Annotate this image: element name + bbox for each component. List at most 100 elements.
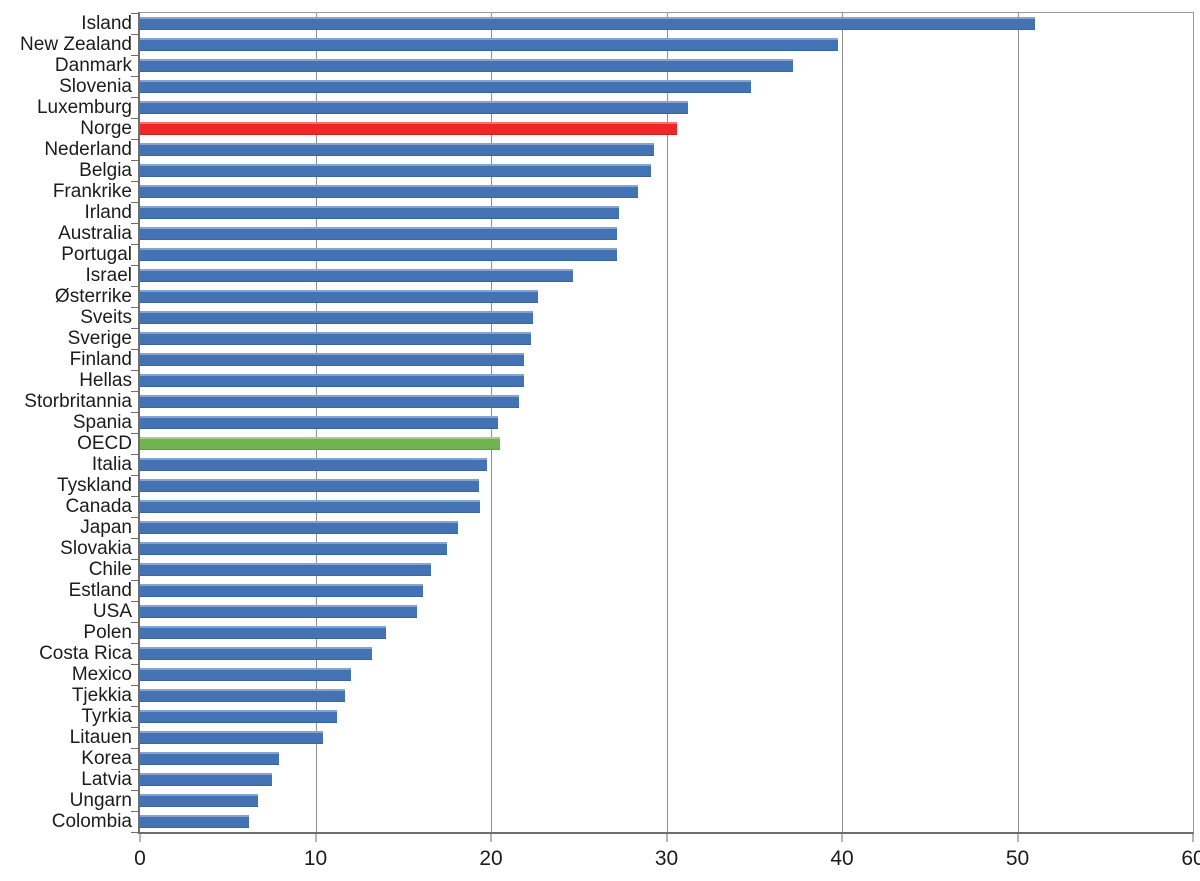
gridline-x-50 xyxy=(1017,13,1019,832)
bar-belgia xyxy=(140,164,651,177)
x-axis-tick-10 xyxy=(315,834,316,842)
x-label-10: 10 xyxy=(303,847,328,870)
y-axis-tick xyxy=(131,517,139,518)
bar-estland xyxy=(140,584,423,597)
y-label-sverige: Sverige xyxy=(67,328,132,349)
bar-italia xyxy=(140,458,488,471)
y-label-mexico: Mexico xyxy=(71,664,132,685)
y-axis-tick xyxy=(131,790,139,791)
y-label-polen: Polen xyxy=(83,622,132,643)
y-axis-tick xyxy=(131,643,139,644)
bar-canada xyxy=(140,500,481,513)
bar-norge xyxy=(140,122,678,135)
x-axis-tick-40 xyxy=(841,834,843,842)
y-axis-tick xyxy=(131,727,139,728)
x-label-20: 20 xyxy=(479,847,503,870)
bar-nederland xyxy=(140,143,655,156)
y-axis-tick xyxy=(131,349,139,350)
x-label-40: 40 xyxy=(830,847,854,870)
bar-costa-rica xyxy=(140,647,372,660)
bar-usa xyxy=(140,605,418,618)
y-axis-tick xyxy=(131,265,139,266)
y-label--sterrike: Østerrike xyxy=(54,286,132,307)
y-label-colombia: Colombia xyxy=(51,811,132,832)
y-axis-tick xyxy=(131,685,139,686)
bar-chile xyxy=(140,563,432,576)
bar-oecd xyxy=(140,437,500,450)
y-axis-tick xyxy=(131,748,139,749)
y-axis-tick xyxy=(131,706,139,707)
y-label-norge: Norge xyxy=(80,118,132,139)
bar-israel xyxy=(140,269,574,282)
y-label-latvia: Latvia xyxy=(81,769,132,790)
y-axis-tick xyxy=(131,139,139,140)
bar-ungarn xyxy=(140,794,258,807)
y-axis-tick xyxy=(131,118,139,119)
bar-mexico xyxy=(140,668,351,681)
gridline-x-30 xyxy=(666,13,668,832)
y-label-sveits: Sveits xyxy=(80,307,132,328)
y-label-japan: Japan xyxy=(80,517,132,538)
y-axis-tick xyxy=(131,13,139,14)
y-label-nederland: Nederland xyxy=(44,139,132,160)
x-label-60: 60 xyxy=(1181,847,1200,870)
y-axis-tick xyxy=(131,811,139,812)
plot-area xyxy=(131,12,1194,842)
y-axis-tick xyxy=(131,34,139,35)
y-label-italia: Italia xyxy=(91,454,132,475)
y-label-slovakia: Slovakia xyxy=(60,538,132,559)
y-axis-tick xyxy=(131,601,139,602)
y-axis-tick xyxy=(131,559,139,560)
bar-danmark xyxy=(140,59,793,72)
y-label-chile: Chile xyxy=(88,559,132,580)
x-label-50: 50 xyxy=(1005,847,1030,870)
y-axis-tick xyxy=(131,580,139,581)
bar-luxemburg xyxy=(140,101,688,114)
bar-island xyxy=(140,17,1036,30)
y-label-frankrike: Frankrike xyxy=(52,181,132,202)
y-label-oecd: OECD xyxy=(77,433,132,454)
x-axis-tick-30 xyxy=(666,834,667,842)
y-label-estland: Estland xyxy=(68,580,132,601)
y-label-finland: Finland xyxy=(69,349,132,370)
y-label-danmark: Danmark xyxy=(54,55,132,76)
x-axis-tick-20 xyxy=(490,834,492,842)
bar-japan xyxy=(140,521,458,534)
bar-sverige xyxy=(140,332,532,345)
y-axis-tick xyxy=(131,286,139,287)
y-axis-tick xyxy=(131,307,139,308)
bar-tjekkia xyxy=(140,689,346,702)
y-axis-tick xyxy=(131,202,139,203)
x-label-30: 30 xyxy=(654,847,679,870)
y-label-korea: Korea xyxy=(81,748,132,769)
bar-storbritannia xyxy=(140,395,520,408)
bar-spania xyxy=(140,416,499,429)
y-axis-tick xyxy=(131,391,139,392)
gridline-x-40 xyxy=(842,13,843,832)
y-label-spania: Spania xyxy=(72,412,132,433)
y-label-tyskland: Tyskland xyxy=(57,475,132,496)
y-axis-tick xyxy=(131,244,139,245)
bar-finland xyxy=(140,353,525,366)
bar-polen xyxy=(140,626,386,639)
bar-sveits xyxy=(140,311,534,324)
y-label-irland: Irland xyxy=(84,202,132,223)
y-axis-tick xyxy=(131,496,139,497)
x-axis-tick-0 xyxy=(139,834,141,842)
y-axis-tick xyxy=(131,412,139,413)
bar-frankrike xyxy=(140,185,639,198)
y-label-island: Island xyxy=(81,13,132,34)
y-axis-tick xyxy=(131,454,139,455)
y-axis-tick xyxy=(131,433,139,434)
y-axis-tick xyxy=(131,55,139,56)
y-axis-tick xyxy=(131,475,139,476)
y-axis-tick xyxy=(131,370,139,371)
y-label-portugal: Portugal xyxy=(61,244,132,265)
y-label-tjekkia: Tjekkia xyxy=(71,685,132,706)
y-label-new-zealand: New Zealand xyxy=(20,34,132,55)
bar-hellas xyxy=(140,374,525,387)
bar-portugal xyxy=(140,248,618,261)
x-axis-tick-60 xyxy=(1192,834,1194,842)
y-axis-tick xyxy=(131,181,139,182)
y-label-luxemburg: Luxemburg xyxy=(36,97,132,118)
